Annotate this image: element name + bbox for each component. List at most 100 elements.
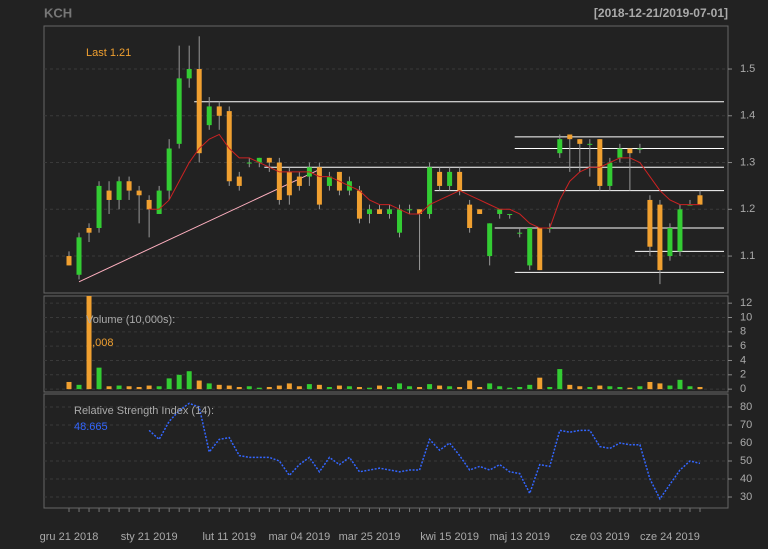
volume-bar bbox=[627, 387, 633, 390]
volume-bar bbox=[647, 381, 653, 390]
volume-bar bbox=[286, 383, 292, 390]
y-tick-label: 10 bbox=[740, 311, 752, 323]
panel-frame bbox=[43, 295, 729, 393]
candle-body bbox=[597, 139, 603, 186]
volume-bar bbox=[256, 387, 262, 390]
volume-bar bbox=[326, 386, 332, 390]
candle-body bbox=[296, 176, 302, 186]
candle-body bbox=[637, 148, 643, 150]
candle-body bbox=[186, 69, 192, 79]
candle-body bbox=[166, 148, 172, 191]
candle-body bbox=[647, 199, 653, 247]
volume-bar bbox=[607, 386, 613, 390]
candle-body bbox=[126, 181, 132, 191]
y-tick-label: 50 bbox=[740, 455, 752, 467]
volume-bar bbox=[597, 385, 603, 390]
volume-bar bbox=[557, 369, 563, 390]
candle-body bbox=[356, 190, 362, 219]
candle-body bbox=[667, 228, 673, 257]
volume-bar bbox=[447, 386, 453, 390]
volume-bar bbox=[196, 380, 202, 390]
candle-body bbox=[447, 171, 453, 186]
x-tick-label: mar 04 2019 bbox=[268, 531, 330, 543]
candle-body bbox=[246, 162, 252, 164]
volume-bar bbox=[637, 386, 643, 390]
volume-bar bbox=[366, 387, 372, 390]
y-tick-label: 0 bbox=[740, 383, 746, 395]
candle-body bbox=[106, 190, 112, 200]
candle-body bbox=[567, 134, 573, 140]
y-tick-label: 1.1 bbox=[740, 250, 755, 262]
chart-title: KCH bbox=[44, 5, 72, 20]
candle-body bbox=[467, 204, 473, 229]
candle-body bbox=[427, 167, 433, 214]
candle-body bbox=[697, 195, 703, 205]
volume-bar bbox=[497, 386, 503, 390]
y-tick-label: 1.5 bbox=[740, 63, 755, 75]
volume-bar bbox=[76, 384, 82, 390]
volume-bar bbox=[356, 386, 362, 390]
volume-bar bbox=[577, 386, 583, 390]
volume-bar bbox=[126, 386, 132, 390]
volume-bar bbox=[407, 386, 413, 390]
volume-bar bbox=[156, 386, 162, 390]
candle-body bbox=[96, 185, 102, 229]
candle-body bbox=[417, 209, 423, 214]
volume-bar bbox=[417, 386, 423, 390]
candle-body bbox=[527, 228, 533, 266]
volume-bar bbox=[276, 385, 282, 390]
x-tick-label: gru 21 2018 bbox=[40, 531, 99, 543]
candle-body bbox=[557, 139, 563, 154]
volume-bar bbox=[296, 386, 302, 390]
volume-bar bbox=[346, 386, 352, 390]
candle-body bbox=[76, 237, 82, 275]
y-tick-label: 1.3 bbox=[740, 156, 755, 168]
panel-frame bbox=[43, 25, 729, 294]
volume-bar bbox=[226, 385, 232, 390]
candle-body bbox=[387, 209, 393, 214]
candle-body bbox=[176, 78, 182, 144]
last-label: Last 1.21 bbox=[86, 47, 131, 59]
candle-body bbox=[397, 209, 403, 233]
candle-body bbox=[607, 162, 613, 186]
candle-body bbox=[276, 162, 282, 200]
volume-bar bbox=[66, 381, 72, 390]
candle-body bbox=[376, 209, 382, 214]
volume-bar bbox=[617, 386, 623, 390]
candle-body bbox=[156, 190, 162, 214]
volume-bar bbox=[96, 367, 102, 390]
volume-bar bbox=[587, 386, 593, 390]
volume-bar bbox=[467, 380, 473, 390]
y-tick-label: 80 bbox=[740, 401, 752, 413]
volume-bar bbox=[316, 384, 322, 390]
candle-body bbox=[226, 111, 232, 182]
candle-body bbox=[497, 209, 503, 214]
volume-bar bbox=[427, 384, 433, 390]
volume-bar bbox=[437, 385, 443, 390]
volume-bar bbox=[306, 384, 312, 390]
y-tick-label: 12 bbox=[740, 297, 752, 309]
y-tick-label: 2 bbox=[740, 369, 746, 381]
volume-bar bbox=[657, 383, 663, 390]
volume-bar bbox=[186, 371, 192, 390]
volume-bar bbox=[176, 374, 182, 390]
volume-bar bbox=[477, 386, 483, 390]
candle-body bbox=[627, 148, 633, 154]
y-tick-label: 6 bbox=[740, 340, 746, 352]
candle-body bbox=[617, 148, 623, 158]
x-tick-label: sty 21 2019 bbox=[121, 531, 178, 543]
volume-bar bbox=[547, 386, 553, 390]
volume-bar bbox=[667, 385, 673, 390]
volume-bar bbox=[266, 386, 272, 390]
candle-body bbox=[236, 176, 242, 186]
volume-bar bbox=[106, 386, 112, 390]
candle-body bbox=[116, 181, 122, 200]
volume-bar bbox=[507, 387, 513, 390]
panel-title: Relative Strength Index (14): bbox=[74, 405, 214, 417]
panel-value: 1,008 bbox=[86, 337, 114, 349]
volume-bar bbox=[376, 385, 382, 390]
candle-body bbox=[437, 171, 443, 186]
candle-body bbox=[206, 106, 212, 126]
volume-bar bbox=[86, 296, 92, 390]
